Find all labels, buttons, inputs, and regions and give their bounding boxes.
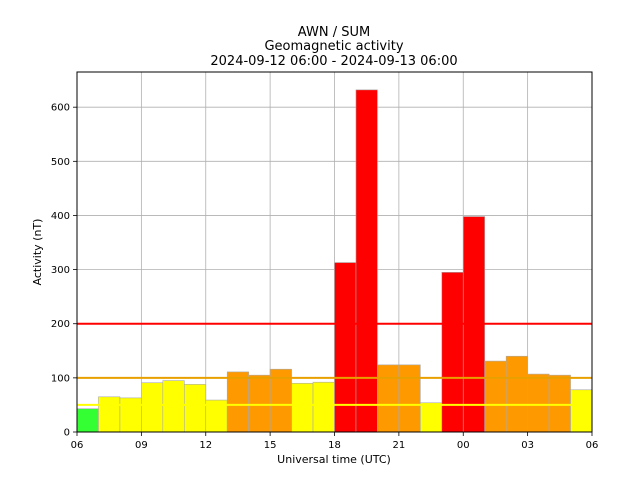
x-tick-label: 12 bbox=[199, 440, 212, 451]
bar-hour-15 bbox=[398, 364, 421, 433]
bar-hour-7 bbox=[226, 371, 249, 433]
y-tick-label: 400 bbox=[51, 211, 70, 222]
x-tick-label: 18 bbox=[328, 440, 341, 451]
bar-hour-21 bbox=[527, 373, 550, 433]
y-tick-label: 0 bbox=[64, 428, 70, 439]
x-axis-label: Universal time (UTC) bbox=[277, 453, 391, 466]
bar-hour-2 bbox=[119, 397, 142, 433]
y-tick-label: 200 bbox=[51, 319, 70, 330]
chart-title-line-1: AWN / SUM bbox=[298, 25, 370, 40]
bar-hour-20 bbox=[505, 355, 528, 433]
y-tick-label: 600 bbox=[51, 103, 70, 114]
x-tick-label: 21 bbox=[393, 440, 406, 451]
bar-hour-4 bbox=[162, 380, 185, 433]
x-tick-label: 00 bbox=[457, 440, 470, 451]
bar-hour-19 bbox=[484, 360, 507, 433]
chart-title-line-3: 2024-09-12 06:00 - 2024-09-13 06:00 bbox=[210, 54, 457, 69]
x-tick-label: 03 bbox=[521, 440, 534, 451]
y-tick-label: 100 bbox=[51, 373, 70, 384]
y-axis-ticks: 0 100 200 300 400 500 600 bbox=[51, 103, 77, 439]
x-tick-label: 09 bbox=[135, 440, 148, 451]
bar-hour-13 bbox=[355, 89, 378, 433]
bar-hour-14 bbox=[377, 364, 400, 433]
bar-hour-8 bbox=[248, 374, 271, 433]
bar-hour-1 bbox=[98, 396, 121, 433]
y-axis-label: Activity (nT) bbox=[31, 219, 44, 286]
y-tick-label: 300 bbox=[51, 265, 70, 276]
bar-hour-17 bbox=[441, 272, 464, 433]
x-tick-label: 15 bbox=[264, 440, 277, 451]
y-tick-label: 500 bbox=[51, 157, 70, 168]
bar-hour-5 bbox=[183, 384, 207, 433]
x-axis-ticks: 06 09 12 15 18 21 00 03 06 bbox=[71, 432, 599, 451]
bar-hour-22 bbox=[548, 374, 571, 433]
x-tick-label: 06 bbox=[586, 440, 599, 451]
bar-hour-3 bbox=[141, 382, 164, 433]
x-tick-label: 06 bbox=[71, 440, 84, 451]
threshold-lines bbox=[77, 322, 592, 406]
bar-hour-16 bbox=[420, 402, 443, 433]
bar-hour-23 bbox=[570, 389, 593, 433]
bar-hour-10 bbox=[291, 382, 314, 433]
bar-hour-12 bbox=[334, 262, 357, 433]
chart-title-line-2: Geomagnetic activity bbox=[264, 39, 403, 54]
bar-hour-11 bbox=[312, 381, 335, 433]
bar-hour-0 bbox=[76, 408, 99, 433]
